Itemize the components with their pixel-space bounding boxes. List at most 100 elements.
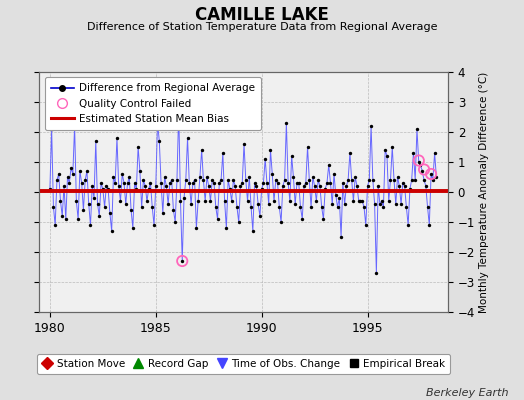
- Point: [120, 180, 128, 186]
- Point: [256, 213, 264, 219]
- Point: [305, 177, 313, 183]
- Point: [54, 171, 63, 177]
- Point: [399, 180, 407, 186]
- Point: [219, 150, 227, 156]
- Point: [231, 183, 239, 189]
- Point: [95, 213, 103, 219]
- Point: [365, 177, 374, 183]
- Point: [115, 183, 123, 189]
- Point: [391, 201, 400, 207]
- Point: [254, 201, 263, 207]
- Point: [92, 138, 100, 144]
- Point: [409, 150, 418, 156]
- Point: [160, 174, 169, 180]
- Point: [154, 120, 162, 126]
- Point: [275, 204, 283, 210]
- Text: Difference of Station Temperature Data from Regional Average: Difference of Station Temperature Data f…: [87, 22, 437, 32]
- Point: [136, 168, 144, 174]
- Point: [370, 201, 379, 207]
- Point: [195, 174, 204, 180]
- Point: [90, 195, 98, 201]
- Point: [383, 153, 391, 159]
- Point: [420, 166, 428, 173]
- Point: [252, 183, 260, 189]
- Point: [198, 147, 206, 153]
- Point: [242, 177, 250, 183]
- Point: [148, 204, 157, 210]
- Point: [88, 183, 96, 189]
- Point: [406, 186, 414, 192]
- Legend: Difference from Regional Average, Quality Control Failed, Estimated Station Mean: Difference from Regional Average, Qualit…: [45, 77, 261, 130]
- Point: [388, 144, 397, 150]
- Point: [315, 183, 324, 189]
- Point: [374, 183, 383, 189]
- Point: [204, 183, 213, 189]
- Point: [427, 171, 435, 177]
- Point: [307, 204, 315, 210]
- Point: [113, 135, 121, 141]
- Point: [129, 225, 137, 231]
- Point: [422, 183, 430, 189]
- Point: [62, 216, 70, 222]
- Point: [79, 207, 88, 213]
- Point: [416, 162, 424, 168]
- Point: [349, 198, 357, 204]
- Point: [257, 186, 266, 192]
- Point: [222, 225, 231, 231]
- Point: [174, 108, 183, 114]
- Point: [212, 204, 220, 210]
- Point: [183, 135, 192, 141]
- Point: [74, 216, 82, 222]
- Point: [99, 186, 107, 192]
- Point: [78, 180, 86, 186]
- Point: [155, 138, 163, 144]
- Point: [312, 198, 321, 204]
- Point: [314, 177, 322, 183]
- Point: [309, 174, 317, 180]
- Point: [271, 177, 280, 183]
- Point: [332, 192, 340, 198]
- Point: [243, 198, 252, 204]
- Point: [337, 234, 345, 240]
- Point: [291, 201, 299, 207]
- Point: [321, 186, 330, 192]
- Point: [118, 171, 126, 177]
- Point: [75, 168, 84, 174]
- Point: [150, 222, 158, 228]
- Point: [367, 123, 375, 129]
- Point: [194, 198, 202, 204]
- Point: [162, 183, 170, 189]
- Point: [187, 201, 195, 207]
- Point: [233, 204, 241, 210]
- Point: [339, 180, 347, 186]
- Point: [182, 177, 190, 183]
- Point: [429, 177, 437, 183]
- Point: [215, 180, 224, 186]
- Point: [323, 180, 331, 186]
- Point: [139, 177, 148, 183]
- Point: [109, 174, 117, 180]
- Point: [65, 180, 73, 186]
- Point: [226, 186, 234, 192]
- Text: Berkeley Earth: Berkeley Earth: [426, 388, 508, 398]
- Point: [303, 144, 312, 150]
- Point: [342, 183, 351, 189]
- Point: [159, 210, 167, 216]
- Point: [217, 177, 225, 183]
- Point: [250, 180, 259, 186]
- Point: [97, 180, 105, 186]
- Point: [176, 198, 184, 204]
- Point: [402, 204, 411, 210]
- Point: [236, 183, 245, 189]
- Point: [390, 177, 398, 183]
- Point: [67, 165, 75, 171]
- Point: [408, 177, 416, 183]
- Point: [319, 216, 328, 222]
- Point: [104, 186, 112, 192]
- Point: [189, 180, 197, 186]
- Point: [81, 177, 90, 183]
- Point: [294, 180, 303, 186]
- Point: [134, 144, 143, 150]
- Point: [347, 177, 356, 183]
- Point: [185, 180, 193, 186]
